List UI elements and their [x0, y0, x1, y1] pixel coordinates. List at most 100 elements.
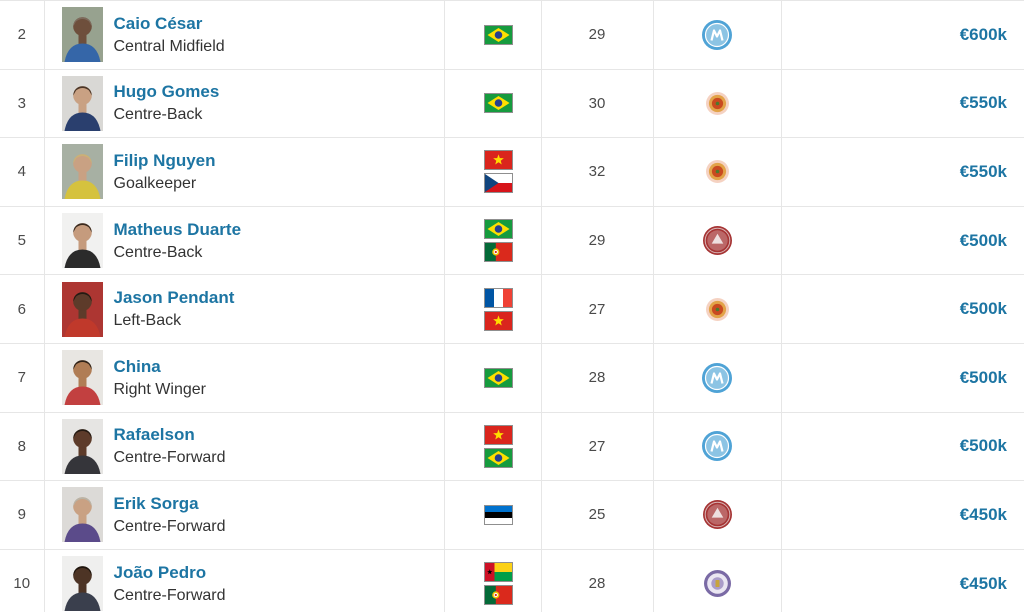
nationality-flags	[484, 287, 513, 331]
player-cell: Filip Nguyen Goalkeeper	[44, 137, 445, 207]
player-cell: China Right Winger	[44, 343, 445, 413]
market-value-link[interactable]: €500k	[959, 230, 1007, 250]
player-photo[interactable]	[61, 487, 103, 543]
club-badge-blue-round-icon[interactable]	[702, 19, 732, 50]
player-name-link[interactable]: Hugo Gomes	[113, 82, 220, 102]
market-value-link[interactable]: €500k	[959, 367, 1007, 387]
nationality-flags	[484, 150, 513, 194]
market-value-link[interactable]: €600k	[959, 24, 1007, 44]
player-position: Centre-Forward	[113, 586, 226, 604]
club-cell	[653, 69, 782, 139]
rank-label: 8	[17, 437, 26, 455]
market-value-link[interactable]: €500k	[959, 299, 1007, 319]
value-cell: €500k	[781, 274, 1024, 344]
table-row: 2 Caio César Central Midfield 29 €600k	[0, 0, 1024, 70]
flag-france-icon	[484, 287, 513, 308]
rank-cell: 7	[0, 343, 45, 413]
rank-cell: 4	[0, 137, 45, 207]
nationality-flags	[484, 93, 513, 114]
player-position: Central Midfield	[113, 37, 225, 55]
player-position: Left-Back	[113, 312, 182, 330]
table-row: 4 Filip Nguyen Goalkeeper 32 €550k	[0, 137, 1024, 207]
age-label: 29	[588, 26, 606, 44]
player-name-link[interactable]: China	[113, 356, 161, 376]
table-row: 10 João Pedro Centre-Forward 28 €450k	[0, 549, 1024, 612]
rank-label: 3	[17, 94, 26, 112]
club-cell	[653, 137, 782, 207]
player-position: Centre-Back	[113, 106, 203, 124]
age-label: 29	[588, 232, 606, 250]
age-label: 28	[588, 369, 606, 387]
market-value-link[interactable]: €550k	[959, 93, 1007, 113]
table-row: 7 China Right Winger 28 €500k	[0, 343, 1024, 413]
flag-portugal-icon	[484, 242, 513, 263]
club-badge-red-crest-icon[interactable]	[702, 500, 732, 530]
nationality-cell	[444, 137, 542, 207]
player-photo[interactable]	[61, 213, 103, 269]
flag-vietnam-icon	[484, 150, 513, 171]
flag-vietnam-icon	[484, 310, 513, 331]
flag-brazil-icon	[484, 447, 513, 468]
rank-label: 2	[17, 26, 26, 44]
player-name-link[interactable]: Filip Nguyen	[113, 150, 216, 170]
age-cell: 28	[541, 549, 654, 612]
club-badge-orange-ring-icon[interactable]	[705, 91, 729, 115]
value-cell: €500k	[781, 412, 1024, 482]
club-cell	[653, 343, 782, 413]
nationality-flags	[484, 367, 513, 388]
market-value-link[interactable]: €500k	[959, 436, 1007, 456]
rank-cell: 5	[0, 206, 45, 276]
player-photo[interactable]	[61, 281, 103, 337]
rank-cell: 8	[0, 412, 45, 482]
player-photo[interactable]	[61, 7, 103, 63]
player-position: Centre-Forward	[113, 517, 226, 535]
rank-label: 4	[17, 163, 26, 181]
player-photo[interactable]	[61, 144, 103, 200]
nationality-cell	[444, 274, 542, 344]
flag-guinea-bissau-icon	[484, 562, 513, 583]
club-badge-orange-ring-icon[interactable]	[705, 160, 729, 184]
flag-estonia-icon	[484, 504, 513, 525]
nationality-cell	[444, 412, 542, 482]
player-photo[interactable]	[61, 75, 103, 131]
player-position: Goalkeeper	[113, 174, 197, 192]
player-name-link[interactable]: Caio César	[113, 13, 203, 33]
flag-vietnam-icon	[484, 424, 513, 445]
value-cell: €500k	[781, 206, 1024, 276]
player-photo[interactable]	[61, 350, 103, 406]
market-value-link[interactable]: €450k	[959, 573, 1007, 593]
rank-label: 10	[13, 575, 31, 593]
club-badge-blue-round-icon[interactable]	[702, 431, 732, 462]
club-badge-red-crest-icon[interactable]	[702, 226, 732, 256]
player-photo[interactable]	[61, 418, 103, 474]
player-position: Centre-Back	[113, 243, 203, 261]
value-cell: €600k	[781, 0, 1024, 70]
player-name-link[interactable]: Rafaelson	[113, 425, 195, 445]
player-name-link[interactable]: Erik Sorga	[113, 493, 199, 513]
player-cell: Hugo Gomes Centre-Back	[44, 69, 445, 139]
market-value-link[interactable]: €450k	[959, 504, 1007, 524]
club-cell	[653, 480, 782, 550]
player-name-link[interactable]: Matheus Duarte	[113, 219, 242, 239]
club-badge-purple-round-icon[interactable]	[703, 570, 731, 598]
player-cell: Matheus Duarte Centre-Back	[44, 206, 445, 276]
nationality-flags	[484, 504, 513, 525]
nationality-flags	[484, 424, 513, 468]
rank-cell: 2	[0, 0, 45, 70]
club-badge-blue-round-icon[interactable]	[702, 362, 732, 393]
rank-label: 7	[17, 369, 26, 387]
player-cell: João Pedro Centre-Forward	[44, 549, 445, 612]
club-badge-orange-ring-icon[interactable]	[705, 297, 729, 321]
player-cell: Rafaelson Centre-Forward	[44, 412, 445, 482]
player-name-link[interactable]: João Pedro	[113, 562, 207, 582]
age-cell: 30	[541, 69, 654, 139]
value-cell: €550k	[781, 137, 1024, 207]
player-name-link[interactable]: Jason Pendant	[113, 288, 235, 308]
market-value-link[interactable]: €550k	[959, 161, 1007, 181]
player-photo[interactable]	[61, 556, 103, 612]
nationality-cell	[444, 69, 542, 139]
nationality-flags	[484, 24, 513, 45]
age-label: 25	[588, 506, 606, 524]
table-row: 3 Hugo Gomes Centre-Back 30 €550k	[0, 69, 1024, 139]
